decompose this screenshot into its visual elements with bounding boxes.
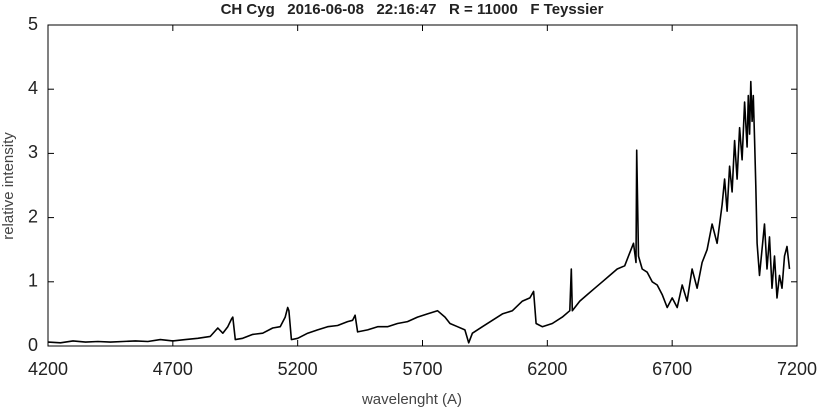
x-axis-label: wavelenght (A) <box>361 391 462 408</box>
y-tick-label: 2 <box>28 206 38 226</box>
x-tick-label: 6700 <box>652 359 692 379</box>
x-tick-label: 4200 <box>28 359 68 379</box>
x-tick-label: 5200 <box>278 359 318 379</box>
y-tick-label: 0 <box>28 335 38 355</box>
y-tick-label: 5 <box>28 14 38 34</box>
x-tick-label: 4700 <box>153 359 193 379</box>
x-tick-label: 7200 <box>777 359 817 379</box>
x-tick-label: 6200 <box>527 359 567 379</box>
y-tick-label: 4 <box>28 78 38 98</box>
spectrum-line <box>47 80 791 344</box>
x-tick-label: 5700 <box>402 359 442 379</box>
plot-frame <box>47 24 798 347</box>
y-axis-label: relative intensity <box>0 132 17 240</box>
y-tick-label: 1 <box>28 271 38 291</box>
y-tick-label: 3 <box>28 142 38 162</box>
chart-title: CH Cyg 2016-06-08 22:16:47 R = 11000 F T… <box>221 1 604 18</box>
